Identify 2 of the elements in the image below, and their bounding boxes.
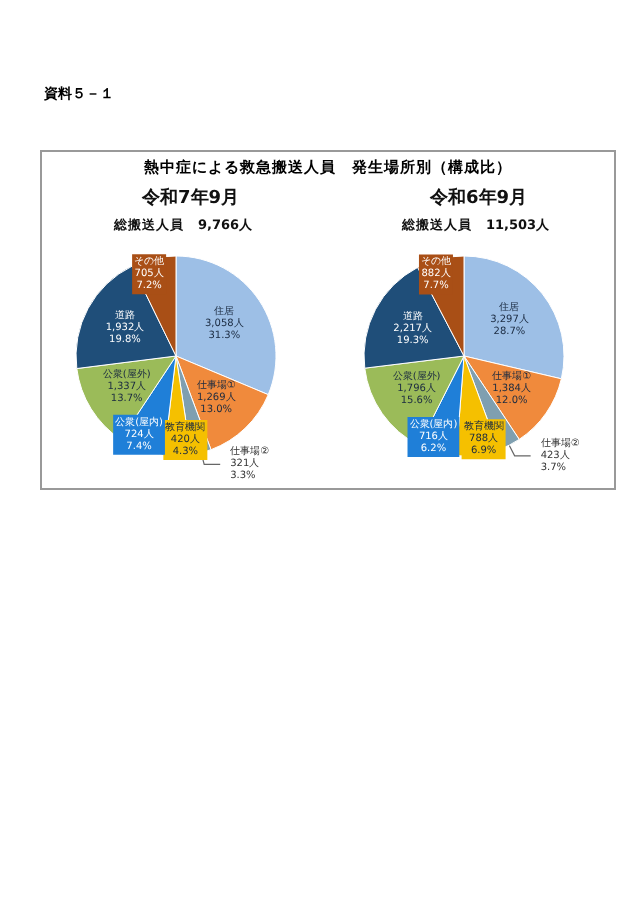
chart-title: 令和7年9月 — [140, 187, 240, 209]
chart-title: 令和6年9月 — [428, 187, 528, 209]
